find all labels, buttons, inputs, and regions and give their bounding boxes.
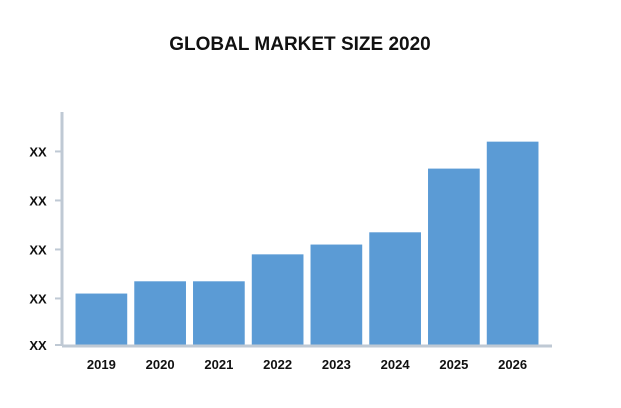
x-tick-label: 2022	[263, 357, 292, 372]
y-tick-label: XX	[29, 338, 47, 353]
x-tick-label: 2025	[439, 357, 468, 372]
y-ticks-group: XX XX XX XX XX	[29, 144, 62, 353]
x-tick-label: 2021	[204, 357, 233, 372]
x-tick-label: 2024	[381, 357, 411, 372]
x-tick-label: 2026	[498, 357, 527, 372]
bar-2024	[369, 232, 421, 345]
bar-2020	[134, 281, 186, 345]
bar-2025	[428, 168, 480, 345]
x-tick-label: 2023	[322, 357, 351, 372]
x-labels-group: 2019 2020 2021 2022 2023 2024 2025 2026	[87, 357, 527, 372]
y-tick-label: XX	[29, 193, 47, 208]
bar-2023	[310, 244, 363, 345]
x-tick-label: 2019	[87, 357, 116, 372]
y-tick-label: XX	[29, 144, 47, 159]
bar-2026	[486, 141, 539, 345]
y-tick-label: XX	[29, 242, 47, 257]
bar-2019	[75, 293, 128, 345]
x-tick-label: 2020	[146, 357, 175, 372]
bar-2022	[251, 254, 304, 345]
y-tick-label: XX	[29, 291, 47, 306]
bar-2021	[193, 281, 245, 345]
chart-title: GLOBAL MARKET SIZE 2020	[169, 34, 431, 55]
bars-group	[75, 141, 539, 345]
